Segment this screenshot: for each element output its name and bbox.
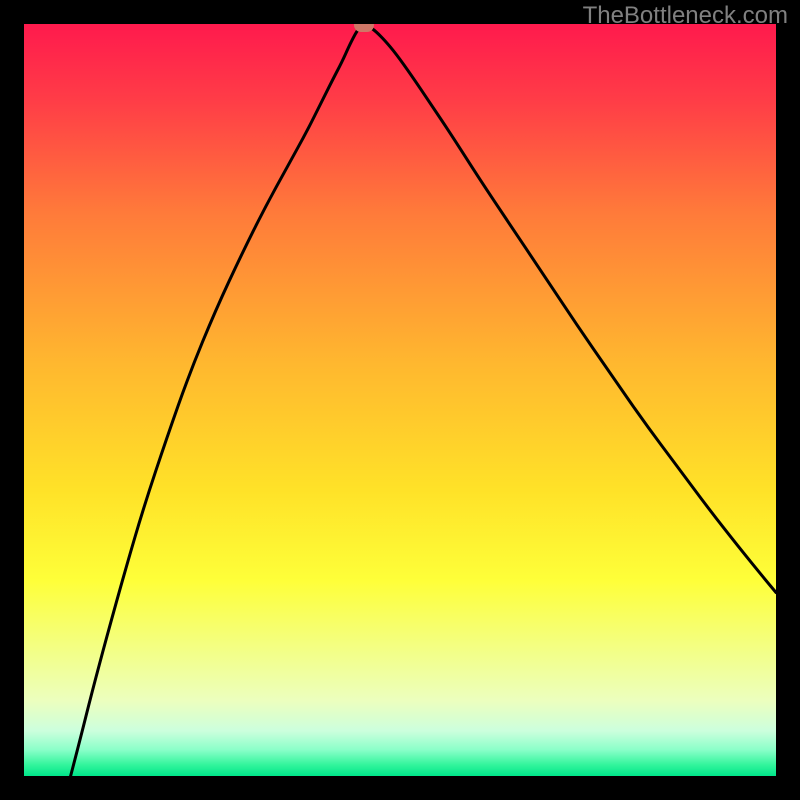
image-frame: TheBottleneck.com [0, 0, 800, 800]
curve-layer [24, 24, 776, 776]
bottleneck-curve [71, 25, 776, 776]
plot-area [24, 24, 776, 776]
watermark-text: TheBottleneck.com [583, 2, 788, 30]
